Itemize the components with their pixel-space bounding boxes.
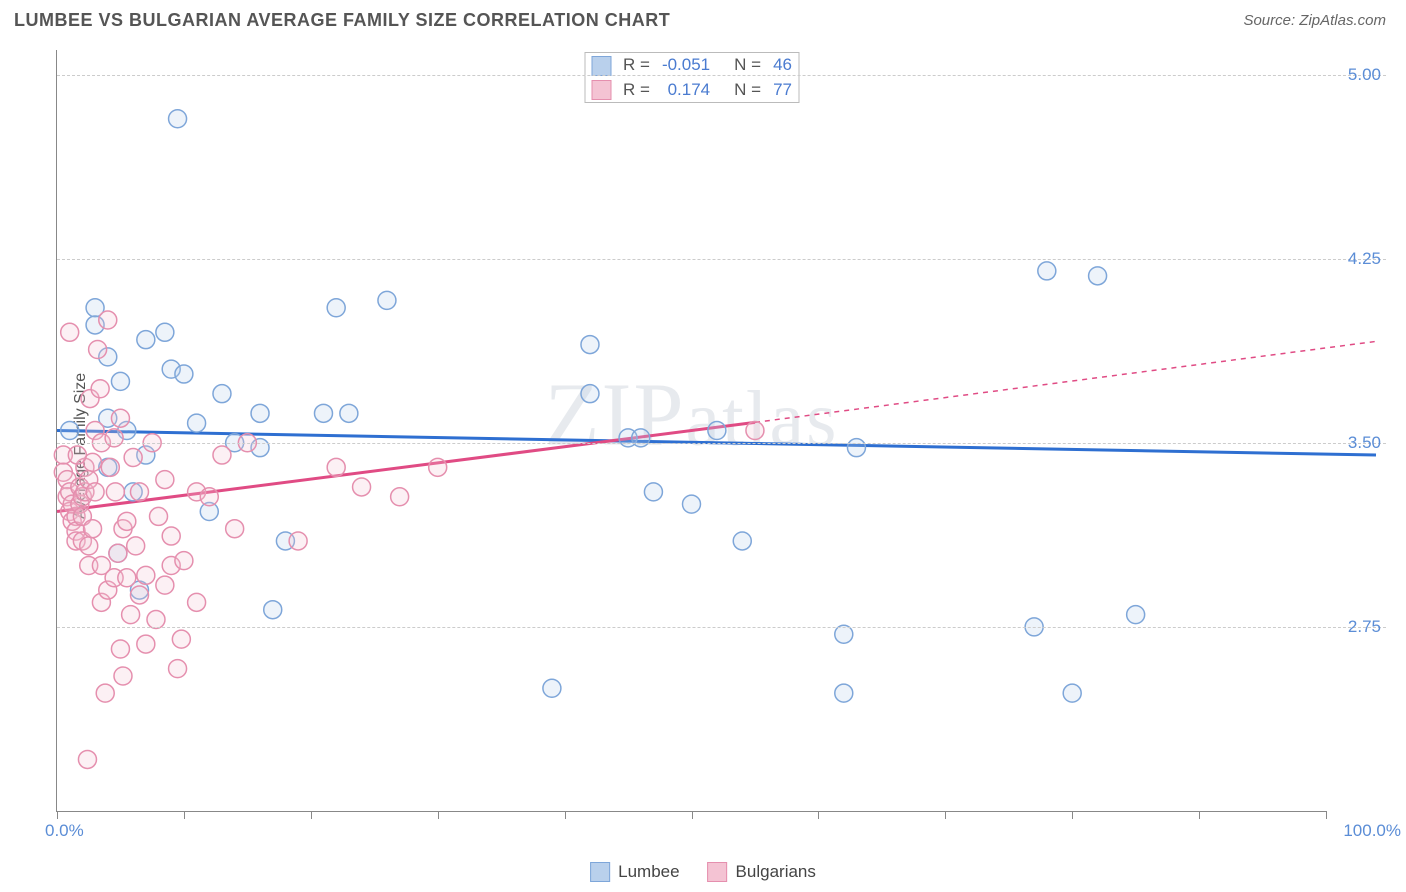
bulgarians-r-value: 0.174 (656, 78, 716, 103)
chart-area: Average Family Size ZIPatlas R = -0.051 … (14, 50, 1386, 842)
lumbee-swatch-bottom (590, 862, 610, 882)
y-tick-label: 2.75 (1348, 617, 1381, 637)
series-legend: Lumbee Bulgarians (590, 862, 816, 882)
source-label: Source: ZipAtlas.com (1243, 12, 1386, 29)
x-axis-min-label: 0.0% (45, 821, 84, 841)
stats-legend: R = -0.051 N = 46 R = 0.174 N = 77 (584, 52, 799, 103)
y-tick-label: 4.25 (1348, 249, 1381, 269)
bulgarians-legend-label: Bulgarians (736, 862, 816, 882)
n-label-2: N = (728, 78, 767, 103)
chart-title: LUMBEE VS BULGARIAN AVERAGE FAMILY SIZE … (14, 10, 670, 31)
y-tick-label: 5.00 (1348, 65, 1381, 85)
y-tick-label: 3.50 (1348, 433, 1381, 453)
lumbee-legend-label: Lumbee (618, 862, 679, 882)
plot-region: ZIPatlas R = -0.051 N = 46 R = 0.174 N =… (56, 50, 1326, 812)
bulgarians-swatch-bottom (708, 862, 728, 882)
bulgarians-swatch (591, 80, 611, 100)
r-label-2: R = (617, 78, 656, 103)
lumbee-swatch (591, 56, 611, 76)
x-axis-max-label: 100.0% (1343, 821, 1401, 841)
plot-svg (57, 50, 1326, 811)
bulgarians-n-value: 77 (767, 78, 798, 103)
